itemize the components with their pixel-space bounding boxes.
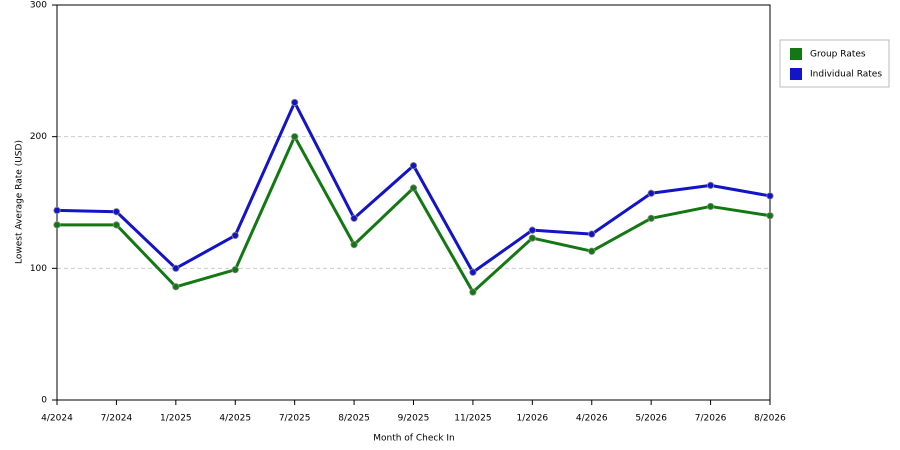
- data-point: [647, 189, 655, 197]
- data-point: [172, 264, 180, 272]
- data-point: [53, 221, 61, 229]
- data-point: [647, 214, 655, 222]
- data-point: [706, 202, 715, 211]
- data-point: [231, 231, 239, 240]
- data-point: [350, 214, 358, 222]
- data-point: [350, 241, 358, 249]
- data-point: [231, 266, 239, 274]
- y-axis-title: Lowest Average Rate (USD): [15, 140, 25, 264]
- data-point: [409, 162, 418, 170]
- x-axis-title: Month of Check In: [373, 434, 455, 444]
- x-tick-label: 11/2025: [454, 414, 491, 424]
- x-tick-label: 9/2025: [398, 414, 430, 424]
- data-point: [53, 206, 61, 214]
- data-point: [766, 192, 774, 200]
- y-tick-label: 0: [41, 396, 47, 406]
- x-tick-label: 4/2024: [41, 414, 73, 424]
- x-tick-label: 1/2025: [160, 414, 192, 424]
- plot-frame: [56, 4, 771, 401]
- legend-label: Individual Rates: [810, 70, 882, 80]
- y-tick-label: 300: [30, 1, 47, 11]
- data-point: [528, 226, 536, 234]
- data-point: [766, 212, 774, 220]
- data-point: [469, 288, 477, 296]
- x-tick-label: 7/2026: [695, 414, 727, 424]
- data-point: [706, 181, 715, 189]
- data-point: [112, 221, 121, 229]
- legend-swatch: [790, 68, 802, 80]
- data-point: [172, 283, 180, 291]
- x-tick-label: 7/2025: [279, 414, 311, 424]
- legend-label: Group Rates: [810, 50, 866, 60]
- data-point: [469, 268, 477, 276]
- data-point: [528, 234, 536, 242]
- data-point: [588, 247, 596, 255]
- data-point: [112, 208, 121, 216]
- x-tick-label: 4/2025: [219, 414, 251, 424]
- data-point: [291, 98, 299, 107]
- data-point: [409, 184, 418, 192]
- y-tick-label: 200: [30, 132, 47, 142]
- x-tick-label: 1/2026: [516, 414, 548, 424]
- data-point: [291, 133, 299, 141]
- data-point: [588, 230, 596, 238]
- x-tick-label: 7/2024: [101, 414, 133, 424]
- x-tick-label: 8/2026: [754, 414, 786, 424]
- legend-swatch: [790, 48, 802, 60]
- x-tick-label: 5/2026: [635, 414, 667, 424]
- x-tick-label: 8/2025: [338, 414, 370, 424]
- x-tick-label: 4/2026: [576, 414, 608, 424]
- y-tick-label: 100: [30, 264, 47, 274]
